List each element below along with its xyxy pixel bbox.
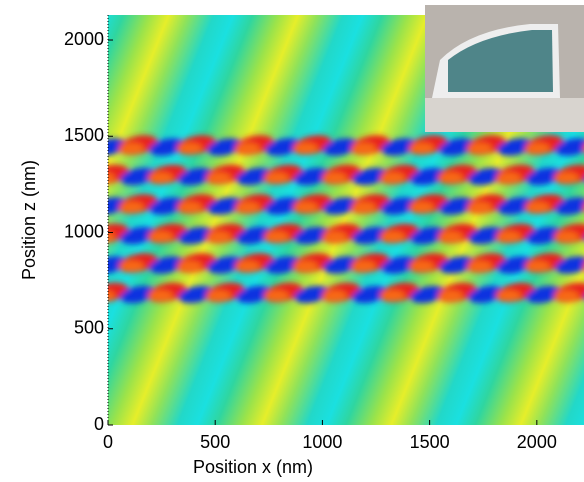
field-orange: [468, 202, 492, 212]
field-orange: [352, 202, 376, 212]
field-orange: [323, 173, 347, 183]
field-orange: [439, 173, 463, 183]
field-orange: [207, 173, 231, 183]
field-orange: [120, 143, 144, 153]
field-orange: [497, 232, 521, 242]
page: {"chart_data": {"type": "heatmap", "xlab…: [0, 0, 584, 482]
x-tick-label: 500: [200, 432, 230, 452]
field-red: [59, 250, 102, 276]
field-orange: [497, 291, 521, 301]
photo-table: [425, 98, 584, 132]
field-orange: [178, 202, 202, 212]
field-orange: [120, 202, 144, 212]
field-orange: [265, 173, 289, 183]
field-orange: [381, 291, 405, 301]
y-tick-label: 500: [74, 318, 104, 338]
y-axis-label: Position z (nm): [19, 160, 39, 280]
field-orange: [178, 261, 202, 271]
x-tick-label: 0: [103, 432, 113, 452]
field-orange: [497, 173, 521, 183]
field-orange: [323, 291, 347, 301]
x-tick-label: 2000: [517, 432, 557, 452]
field-orange: [352, 261, 376, 271]
field-orange: [236, 261, 260, 271]
field-orange: [236, 202, 260, 212]
field-orange: [120, 261, 144, 271]
field-orange: [294, 261, 318, 271]
x-tick-label: 1000: [302, 432, 342, 452]
x-tick-label: 1500: [410, 432, 450, 452]
y-tick-label: 2000: [64, 29, 104, 49]
field-orange: [265, 232, 289, 242]
field-orange: [62, 202, 86, 212]
field-orange: [439, 291, 463, 301]
field-orange: [468, 261, 492, 271]
field-orange: [149, 291, 173, 301]
field-orange: [555, 232, 579, 242]
x-axis-label: Position x (nm): [193, 457, 313, 477]
field-orange: [149, 232, 173, 242]
field-orange: [526, 143, 550, 153]
field-orange: [526, 261, 550, 271]
field-orange: [91, 291, 115, 301]
field-orange: [555, 173, 579, 183]
field-orange: [323, 232, 347, 242]
inset-photo: [425, 5, 584, 132]
y-tick-label: 0: [94, 414, 104, 434]
field-orange: [62, 261, 86, 271]
field-orange: [207, 291, 231, 301]
y-tick-label: 1000: [64, 221, 104, 241]
field-orange: [149, 173, 173, 183]
field-orange: [381, 232, 405, 242]
field-orange: [294, 143, 318, 153]
chart: Position x (nm) Position z (nm) 0 500 1000…: [0, 0, 584, 482]
field-orange: [381, 173, 405, 183]
field-orange: [294, 202, 318, 212]
field-orange: [91, 173, 115, 183]
field-orange: [236, 143, 260, 153]
field-orange: [410, 261, 434, 271]
field-orange: [410, 143, 434, 153]
field-orange: [526, 202, 550, 212]
field-orange: [207, 232, 231, 242]
field-orange: [410, 202, 434, 212]
field-red: [59, 191, 102, 217]
field-orange: [352, 143, 376, 153]
field-orange: [265, 291, 289, 301]
y-tick-label: 1500: [64, 125, 104, 145]
field-orange: [555, 291, 579, 301]
field-orange: [178, 143, 202, 153]
field-orange: [439, 232, 463, 242]
field-orange: [468, 143, 492, 153]
